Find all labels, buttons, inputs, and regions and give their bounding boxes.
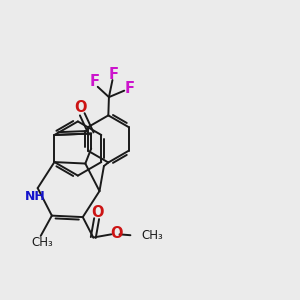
Text: O: O — [91, 205, 103, 220]
Text: CH₃: CH₃ — [142, 229, 163, 242]
Text: CH₃: CH₃ — [31, 236, 53, 249]
Text: F: F — [89, 74, 99, 89]
Text: O: O — [74, 100, 87, 115]
Text: NH: NH — [25, 190, 46, 203]
Text: F: F — [109, 67, 119, 82]
Text: F: F — [124, 81, 134, 96]
Text: O: O — [110, 226, 123, 241]
